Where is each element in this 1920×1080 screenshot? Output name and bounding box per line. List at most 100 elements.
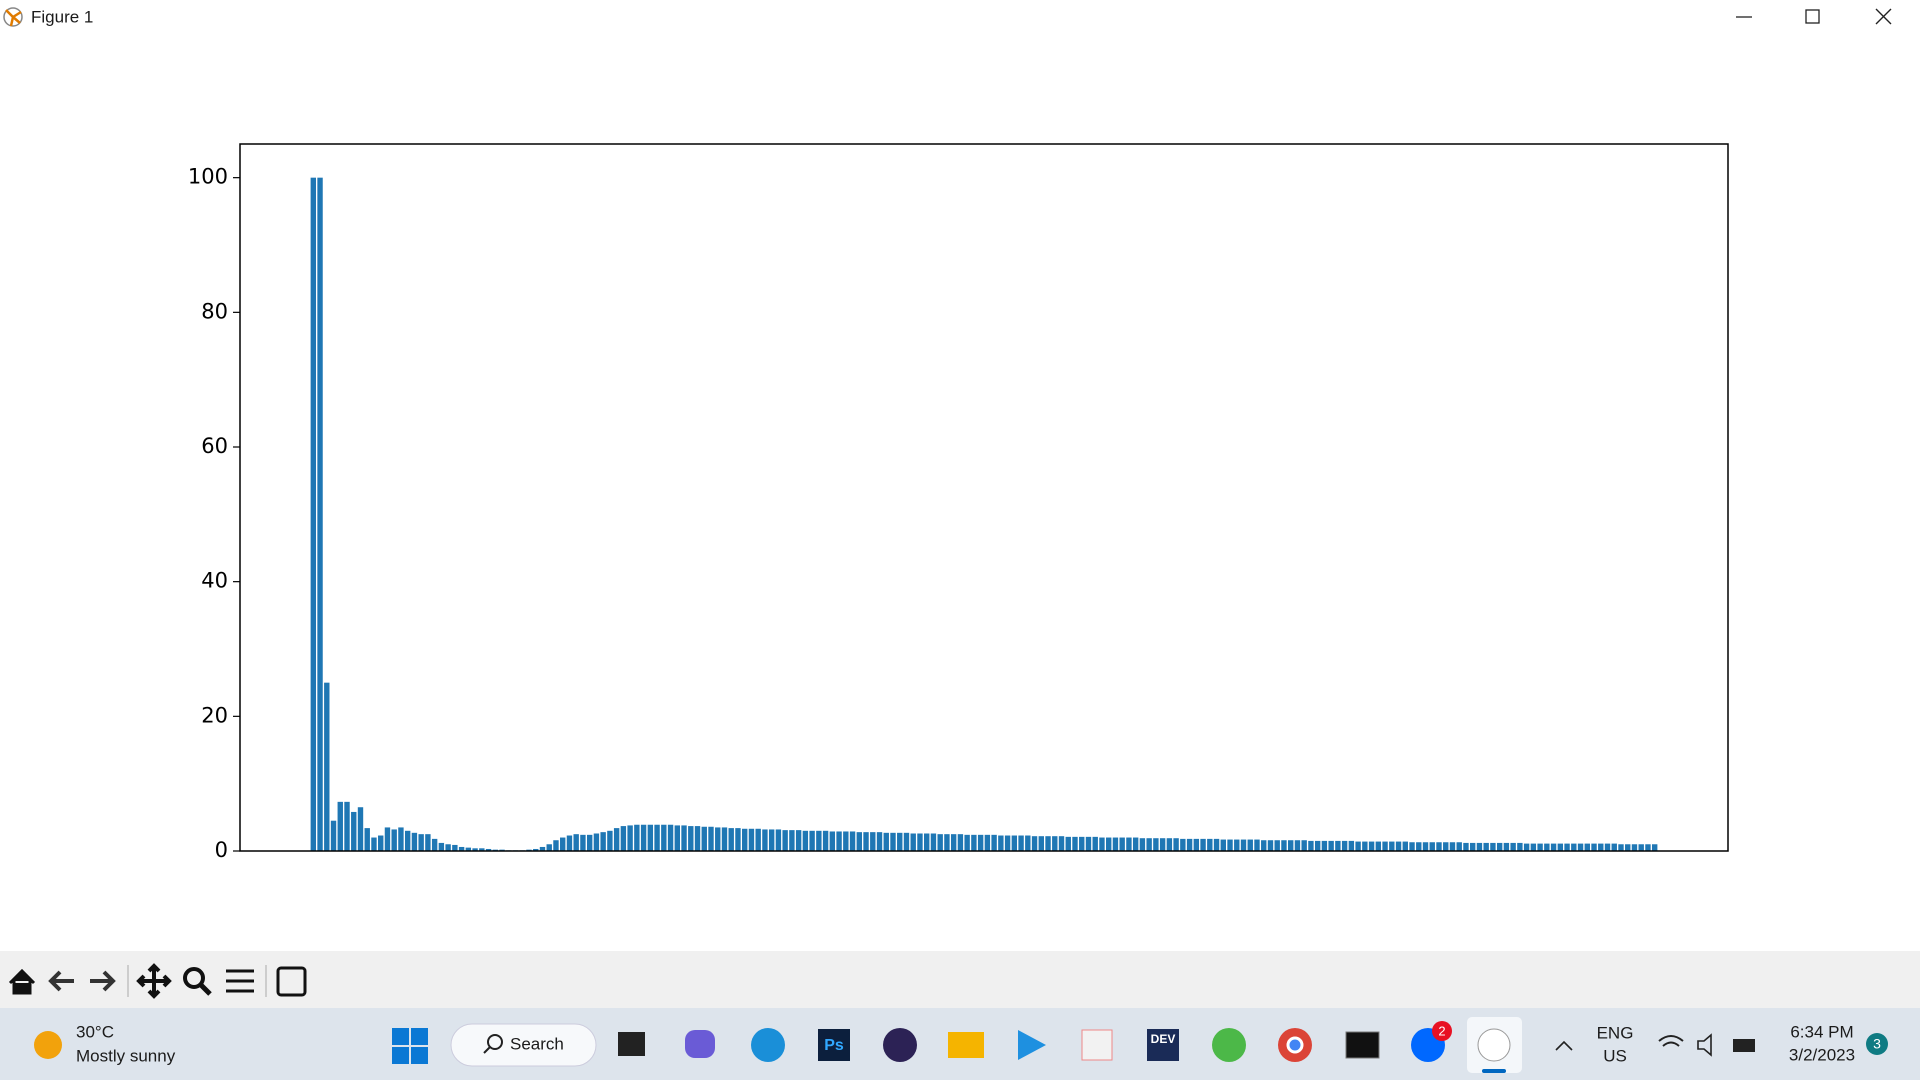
bar [1321, 840, 1328, 851]
search-box[interactable] [450, 1023, 597, 1067]
y-tick-label: 100 [188, 165, 228, 189]
bar [1416, 842, 1422, 851]
bar [829, 831, 836, 851]
save-button[interactable] [276, 966, 307, 997]
search-icon-handle [483, 1046, 491, 1054]
bar [465, 847, 472, 851]
back-button[interactable] [48, 970, 74, 992]
photoshop-icon[interactable] [818, 1029, 850, 1061]
app-icon[interactable] [1212, 1028, 1246, 1062]
bar [1294, 840, 1301, 851]
bar [1301, 840, 1307, 851]
bar [1234, 839, 1240, 851]
bar [620, 826, 627, 851]
bar [964, 834, 970, 851]
bar [1355, 841, 1361, 851]
bar [607, 830, 613, 851]
bar [856, 832, 862, 851]
bar [640, 824, 647, 851]
battery-icon[interactable] [1733, 1039, 1755, 1052]
bar [822, 830, 829, 851]
bar [1166, 838, 1173, 851]
bar [1645, 844, 1651, 851]
weather-icon[interactable] [34, 1031, 62, 1059]
close-button[interactable] [1875, 8, 1892, 25]
clock-date[interactable]: 3/2/2023 [1789, 1045, 1855, 1064]
bar [1530, 843, 1537, 851]
restore-button[interactable] [1805, 9, 1820, 24]
bar [1153, 838, 1159, 851]
wifi-icon[interactable] [1658, 1035, 1684, 1047]
bar [560, 837, 566, 851]
pan-button[interactable] [136, 963, 172, 999]
forward-button[interactable] [90, 970, 116, 992]
vscode-icon[interactable] [1018, 1030, 1046, 1060]
bar [984, 834, 991, 851]
bar [391, 829, 397, 851]
edge-icon[interactable] [751, 1028, 785, 1062]
bar [1510, 842, 1516, 851]
bar [1274, 840, 1280, 851]
matplotlib-icon[interactable] [1477, 1028, 1511, 1062]
y-tick-label: 80 [201, 299, 228, 323]
bar [600, 832, 606, 851]
bar [782, 830, 788, 851]
bar [472, 848, 478, 851]
bar [324, 682, 330, 851]
bar [654, 824, 660, 851]
bar [445, 844, 451, 851]
bar [1159, 838, 1166, 851]
title-bar [0, 0, 1920, 36]
language[interactable]: ENG [1597, 1023, 1634, 1042]
teams-icon[interactable] [685, 1030, 715, 1058]
bar [613, 828, 620, 851]
bar [937, 834, 943, 851]
bar [1631, 844, 1638, 851]
y-tick-label: 40 [201, 569, 228, 593]
start-button[interactable] [392, 1028, 428, 1064]
home-button[interactable] [8, 968, 36, 995]
volume-icon[interactable] [1697, 1033, 1712, 1057]
task-view[interactable] [618, 1032, 645, 1056]
bar [950, 834, 957, 851]
bar [398, 827, 404, 851]
eclipse-icon[interactable] [883, 1028, 917, 1062]
bar [384, 827, 391, 851]
bar [1281, 840, 1287, 851]
bar [1470, 842, 1476, 851]
devcpp-icon[interactable] [1147, 1029, 1179, 1061]
configure-button[interactable] [226, 969, 254, 993]
bar [310, 177, 317, 851]
bar [667, 824, 674, 851]
bar [1072, 836, 1078, 851]
notification-count: 3 [1873, 1036, 1881, 1052]
bar [1119, 837, 1125, 851]
toolbar [0, 951, 1920, 1008]
bar [1146, 838, 1152, 851]
bar [701, 826, 707, 851]
bar [1550, 843, 1557, 851]
zoom-button[interactable] [183, 967, 205, 989]
tool-icon[interactable] [1081, 1029, 1113, 1061]
bar [998, 835, 1004, 851]
bar [425, 834, 431, 851]
notification-badge[interactable] [1866, 1033, 1888, 1055]
bar [1126, 837, 1132, 851]
bar [1079, 836, 1085, 851]
clock-time[interactable]: 6:34 PM [1790, 1022, 1853, 1041]
bar [1422, 842, 1429, 851]
bar [593, 833, 600, 851]
bar [910, 833, 916, 851]
bar [1368, 841, 1375, 851]
tray-chevron[interactable] [1555, 1040, 1573, 1051]
bar [1496, 842, 1503, 851]
explorer-icon[interactable] [948, 1032, 984, 1058]
bar [930, 833, 937, 851]
terminal-icon[interactable] [1345, 1031, 1380, 1059]
bar [1638, 844, 1644, 851]
region[interactable]: US [1603, 1046, 1627, 1065]
bar [1436, 842, 1442, 851]
bar [553, 840, 559, 851]
bar [1571, 843, 1577, 851]
bar [1362, 841, 1368, 851]
